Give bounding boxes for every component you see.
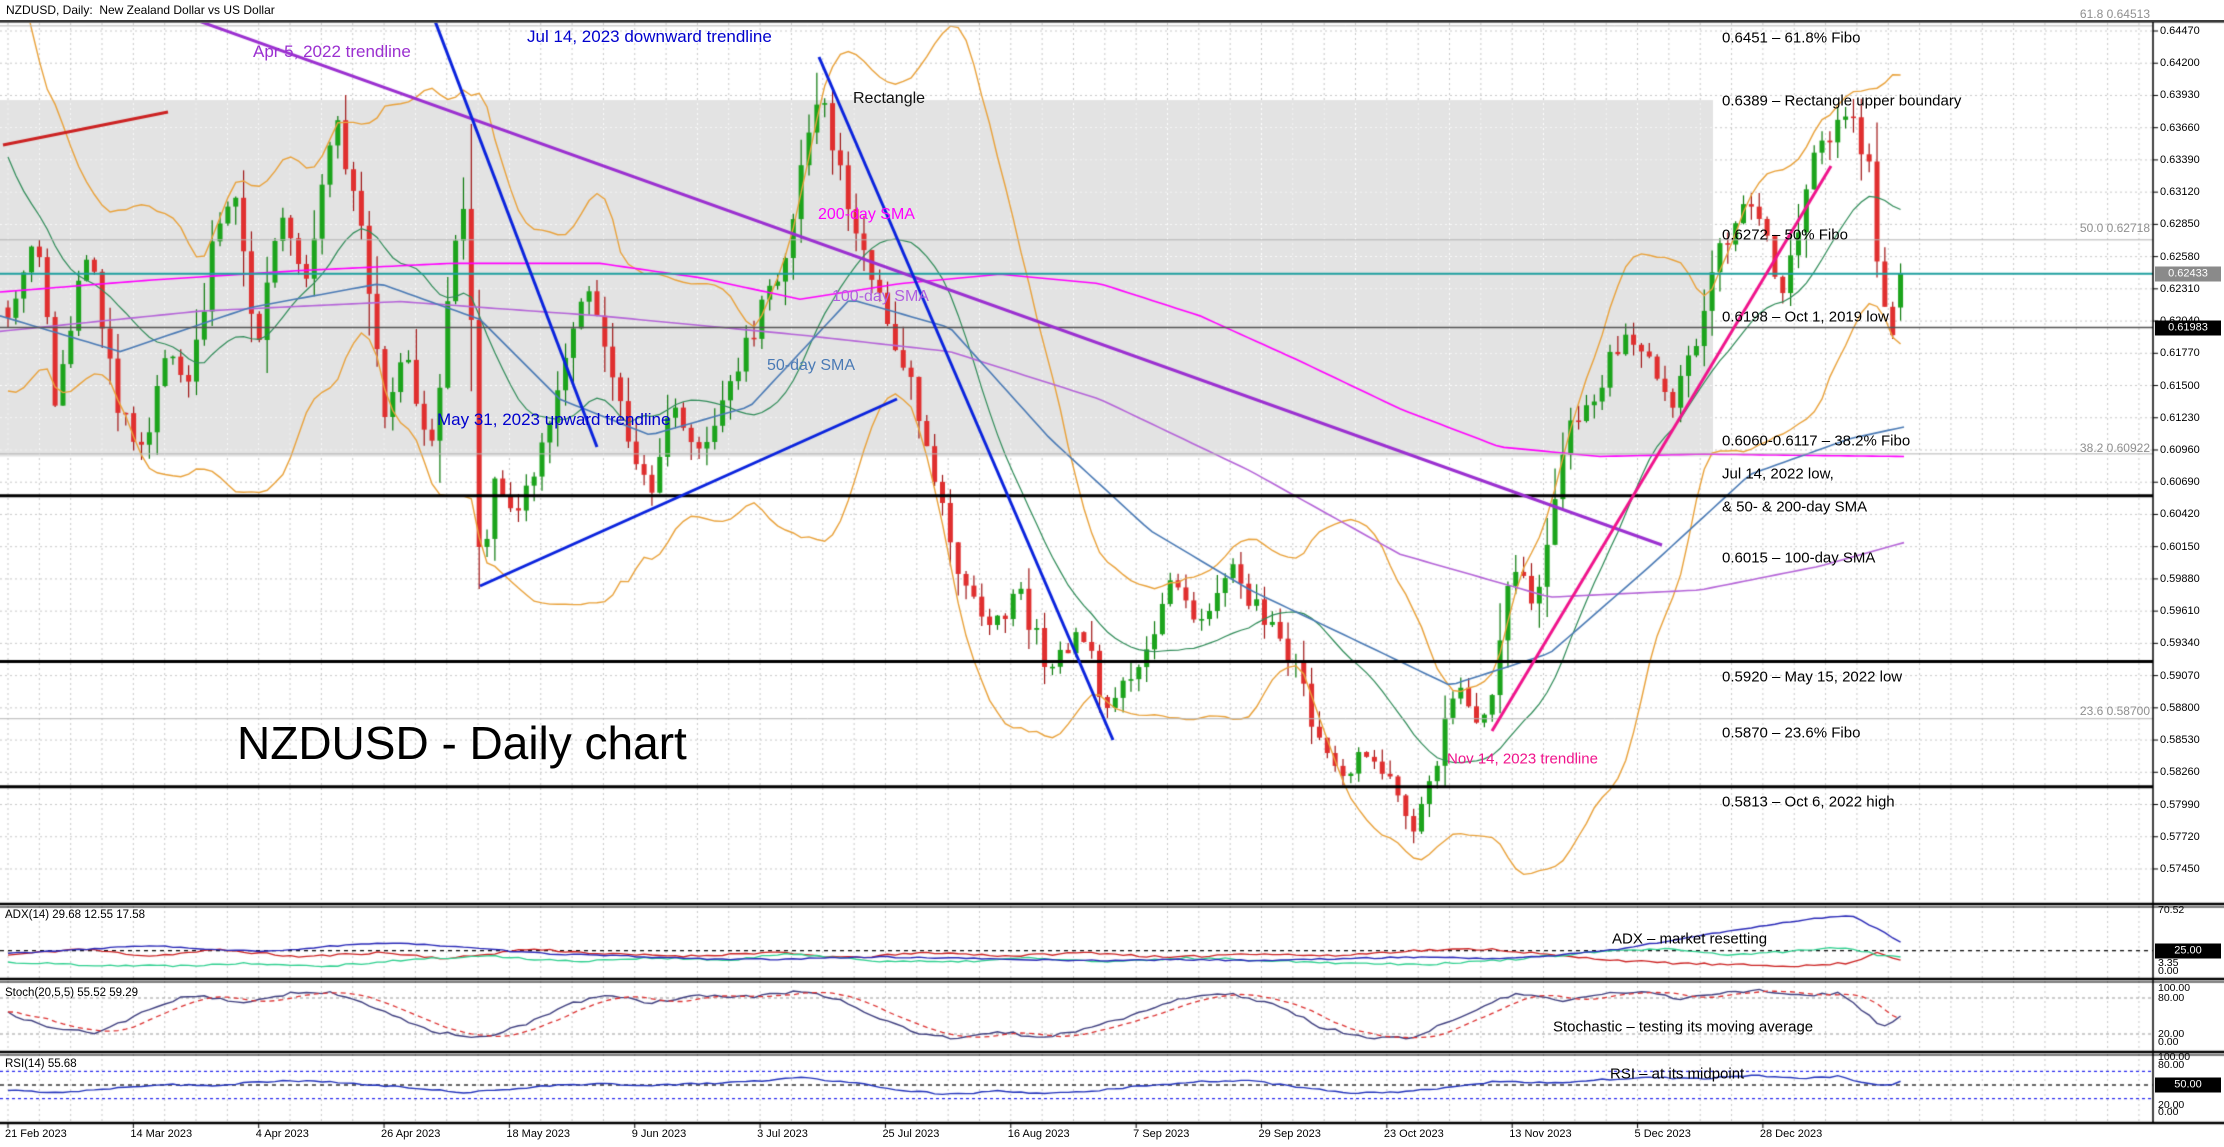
chart-title: NZDUSD, Daily: New Zealand Dollar vs US … <box>6 3 275 17</box>
stoch-panel-label: Stoch(20,5,5) 55.52 59.29 <box>5 987 138 999</box>
watermark-title: NZDUSD - Daily chart <box>237 717 687 769</box>
price-axis[interactable] <box>2153 22 2224 1123</box>
date-axis[interactable] <box>0 1123 2153 1147</box>
title-bar: NZDUSD, Daily: New Zealand Dollar vs US … <box>0 0 2224 22</box>
adx-panel-label: ADX(14) 29.68 12.55 17.58 <box>5 909 146 921</box>
rsi-panel-label: RSI(14) 55.68 <box>5 1058 77 1070</box>
